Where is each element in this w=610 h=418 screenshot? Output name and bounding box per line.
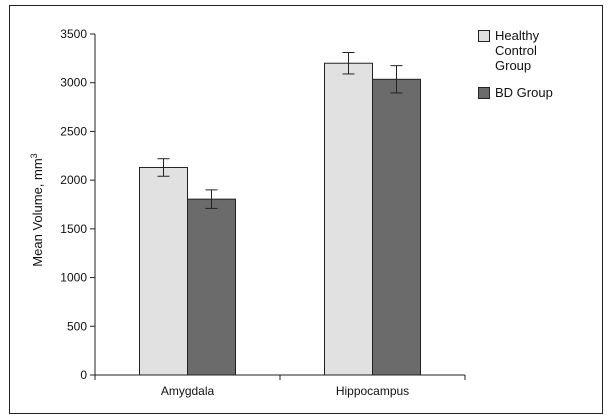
y-tick-label: 0 xyxy=(80,368,87,382)
bar xyxy=(139,166,188,376)
y-tick-label: 500 xyxy=(67,319,87,333)
y-axis-title: Mean Volume, mm3 xyxy=(29,153,45,266)
y-axis-title-text: Mean Volume, mm xyxy=(30,158,45,266)
y-axis: 0 500 1000 1500 2000 2500 3000 3500 xyxy=(60,27,96,382)
legend-label: Healthy Control Group xyxy=(495,28,540,73)
legend-label: BD Group xyxy=(495,85,553,100)
legend-swatch xyxy=(478,87,490,99)
y-tick-label: 3500 xyxy=(60,27,87,41)
y-tick-label: 1500 xyxy=(60,222,87,236)
y-tick-label: 3000 xyxy=(60,76,87,90)
chart-frame xyxy=(9,5,603,414)
x-tick-label: Amygdala xyxy=(161,384,215,398)
bar xyxy=(372,78,421,376)
x-tick-label: Hippocampus xyxy=(336,384,409,398)
bar xyxy=(187,198,236,376)
y-tick-label: 2500 xyxy=(60,124,87,138)
bar xyxy=(324,62,373,376)
legend: Healthy Control Group BD Group xyxy=(478,28,553,100)
error-bars-group xyxy=(157,52,403,209)
legend-swatch xyxy=(478,30,490,42)
y-tick-label: 1000 xyxy=(60,271,87,285)
x-axis: Amygdala Hippocampus xyxy=(94,374,466,398)
y-tick-label: 2000 xyxy=(60,173,87,187)
y-axis-title-superscript: 3 xyxy=(29,153,39,158)
